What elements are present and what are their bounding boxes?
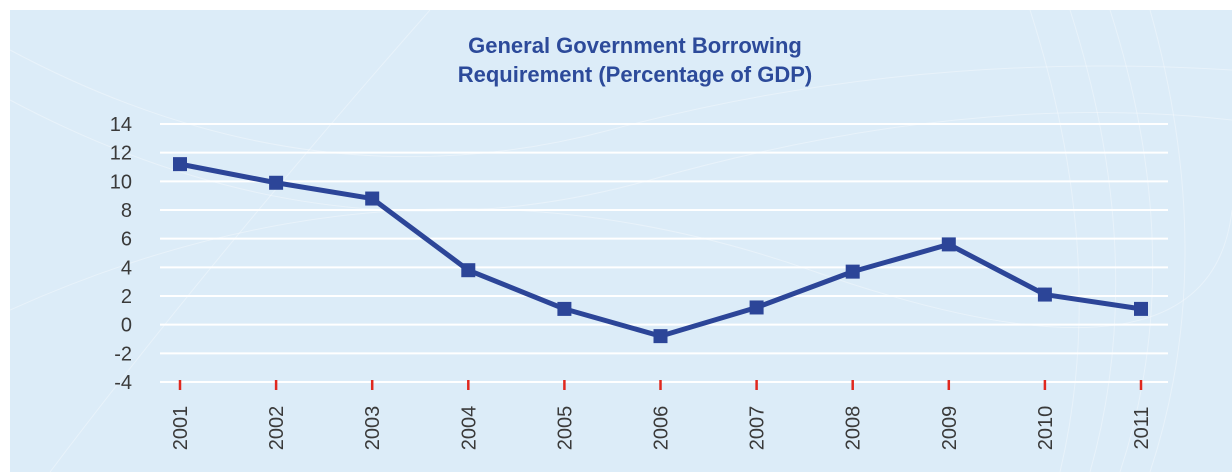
x-tick-label: 2011 bbox=[1131, 406, 1153, 449]
x-axis-ticks: 2001 2002 2003 2004 2005 2006 2007 2008 2009 2010… bbox=[170, 380, 1153, 450]
background-swirl-decoration bbox=[10, 10, 1232, 472]
x-tick-label: 2008 bbox=[843, 406, 865, 451]
data-point-marker bbox=[749, 300, 764, 315]
x-tick-label: 2006 bbox=[651, 406, 673, 451]
x-tick-label: 2003 bbox=[362, 406, 384, 451]
x-tick-label: 2010 bbox=[1035, 406, 1057, 451]
y-tick-label: 10 bbox=[110, 171, 132, 193]
x-tick-label: 2005 bbox=[554, 406, 576, 451]
data-point-marker bbox=[557, 301, 572, 316]
data-point-marker bbox=[461, 263, 476, 278]
gridlines bbox=[160, 123, 1168, 383]
y-tick-label: 6 bbox=[121, 229, 132, 251]
data-point-marker bbox=[269, 175, 284, 190]
data-point-marker bbox=[365, 191, 380, 206]
y-tick-label: 0 bbox=[121, 315, 132, 337]
y-tick-label: 14 bbox=[110, 114, 132, 136]
y-tick-label: 12 bbox=[110, 143, 132, 165]
line-chart: 14 12 10 8 6 4 2 0 -2 -4 2001 2002 2003 2004 2005 2006… bbox=[110, 114, 1168, 450]
chart-title-line-1: General Government Borrowing bbox=[468, 33, 802, 58]
data-point-marker bbox=[173, 157, 187, 172]
y-tick-label: -2 bbox=[114, 343, 132, 365]
chart-panel: General Government Borrowing Requirement… bbox=[10, 10, 1232, 472]
y-tick-label: 2 bbox=[121, 286, 132, 308]
y-tick-label: 8 bbox=[121, 200, 132, 222]
data-point-marker bbox=[1134, 301, 1148, 316]
chart-title-line-2: Requirement (Percentage of GDP) bbox=[457, 62, 813, 87]
x-tick-label: 2007 bbox=[747, 406, 769, 451]
y-tick-label: -4 bbox=[114, 372, 132, 394]
series-line bbox=[179, 161, 1142, 339]
chart-title: General Government Borrowing Requirement… bbox=[10, 31, 1232, 89]
data-point-marker bbox=[941, 237, 956, 252]
data-point-marker bbox=[845, 264, 860, 279]
data-point-marker bbox=[1037, 287, 1052, 302]
x-tick-label: 2002 bbox=[266, 406, 288, 451]
series-layer bbox=[173, 157, 1148, 344]
x-tick-label: 2004 bbox=[458, 406, 480, 451]
x-tick-label: 2001 bbox=[170, 406, 192, 451]
x-tick-label: 2009 bbox=[939, 406, 961, 451]
data-point-marker bbox=[653, 329, 668, 344]
y-axis-ticks: 14 12 10 8 6 4 2 0 -2 -4 bbox=[110, 114, 132, 394]
y-tick-label: 4 bbox=[121, 257, 132, 279]
